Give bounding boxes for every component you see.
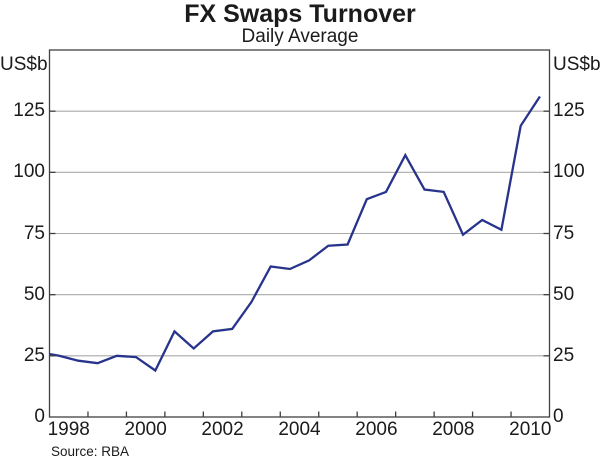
y-tick-label-left: 100 [13,161,45,183]
chart-subtitle: Daily Average [241,26,359,47]
x-tick-label: 2004 [278,419,321,440]
y-tick-label-right: 75 [553,222,575,244]
y-tick-label-right: 100 [553,161,585,183]
y-tick-label-left: 50 [23,283,45,305]
x-tick-label: 1998 [47,419,90,440]
y-tick-label-right: 25 [553,344,575,366]
y-tick-label-left: 125 [13,100,45,122]
turnover-line-series [49,95,541,373]
x-tick-label: 2002 [201,419,244,440]
y-tick-label-left: 75 [23,222,45,244]
y-tick-label-left: 25 [23,344,45,366]
y-axis-unit-right: US$b [553,54,600,75]
x-tick-label: 2006 [355,419,398,440]
source-note: Source: RBA [51,444,130,459]
y-tick-label-right: 0 [553,406,564,427]
y-tick-label-right: 125 [553,100,585,122]
x-tick-label: 2000 [124,419,167,440]
chart-title: FX Swaps Turnover [184,0,416,28]
y-axis-unit-left: US$b [0,54,48,75]
y-tick-label-left: 0 [34,406,45,427]
y-tick-label-right: 50 [553,283,575,305]
x-tick-label: 2010 [509,419,552,440]
x-tick-label: 2008 [432,419,475,440]
